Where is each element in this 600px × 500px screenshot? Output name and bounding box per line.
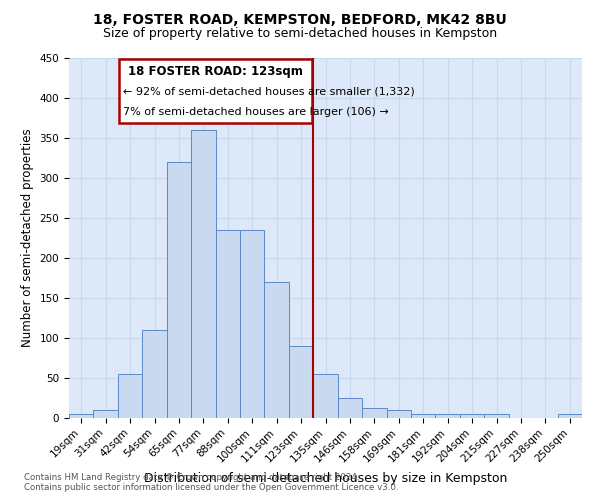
Bar: [94, 410, 118, 418]
X-axis label: Distribution of semi-detached houses by size in Kempston: Distribution of semi-detached houses by …: [144, 472, 507, 486]
Bar: [484, 414, 509, 418]
Bar: [265, 282, 289, 418]
Bar: [191, 130, 215, 418]
Bar: [460, 414, 484, 418]
Bar: [362, 408, 386, 418]
Bar: [557, 414, 582, 418]
Text: Size of property relative to semi-detached houses in Kempston: Size of property relative to semi-detach…: [103, 28, 497, 40]
Y-axis label: Number of semi-detached properties: Number of semi-detached properties: [21, 128, 34, 347]
Bar: [338, 398, 362, 417]
Text: 18 FOSTER ROAD: 123sqm: 18 FOSTER ROAD: 123sqm: [128, 66, 303, 78]
Bar: [411, 414, 436, 418]
Bar: [167, 162, 191, 418]
Bar: [215, 230, 240, 418]
Bar: [118, 374, 142, 418]
Bar: [386, 410, 411, 418]
Bar: [289, 346, 313, 418]
Text: ← 92% of semi-detached houses are smaller (1,332): ← 92% of semi-detached houses are smalle…: [123, 86, 415, 96]
Bar: [240, 230, 265, 418]
Text: Contains HM Land Registry data © Crown copyright and database right 2024.: Contains HM Land Registry data © Crown c…: [24, 472, 359, 482]
Text: 7% of semi-detached houses are larger (106) →: 7% of semi-detached houses are larger (1…: [123, 108, 388, 118]
Text: Contains public sector information licensed under the Open Government Licence v3: Contains public sector information licen…: [24, 484, 398, 492]
Bar: [313, 374, 338, 418]
Bar: [436, 414, 460, 418]
Text: 18, FOSTER ROAD, KEMPSTON, BEDFORD, MK42 8BU: 18, FOSTER ROAD, KEMPSTON, BEDFORD, MK42…: [93, 12, 507, 26]
Bar: [69, 414, 94, 418]
FancyBboxPatch shape: [119, 59, 312, 123]
Bar: [142, 330, 167, 418]
